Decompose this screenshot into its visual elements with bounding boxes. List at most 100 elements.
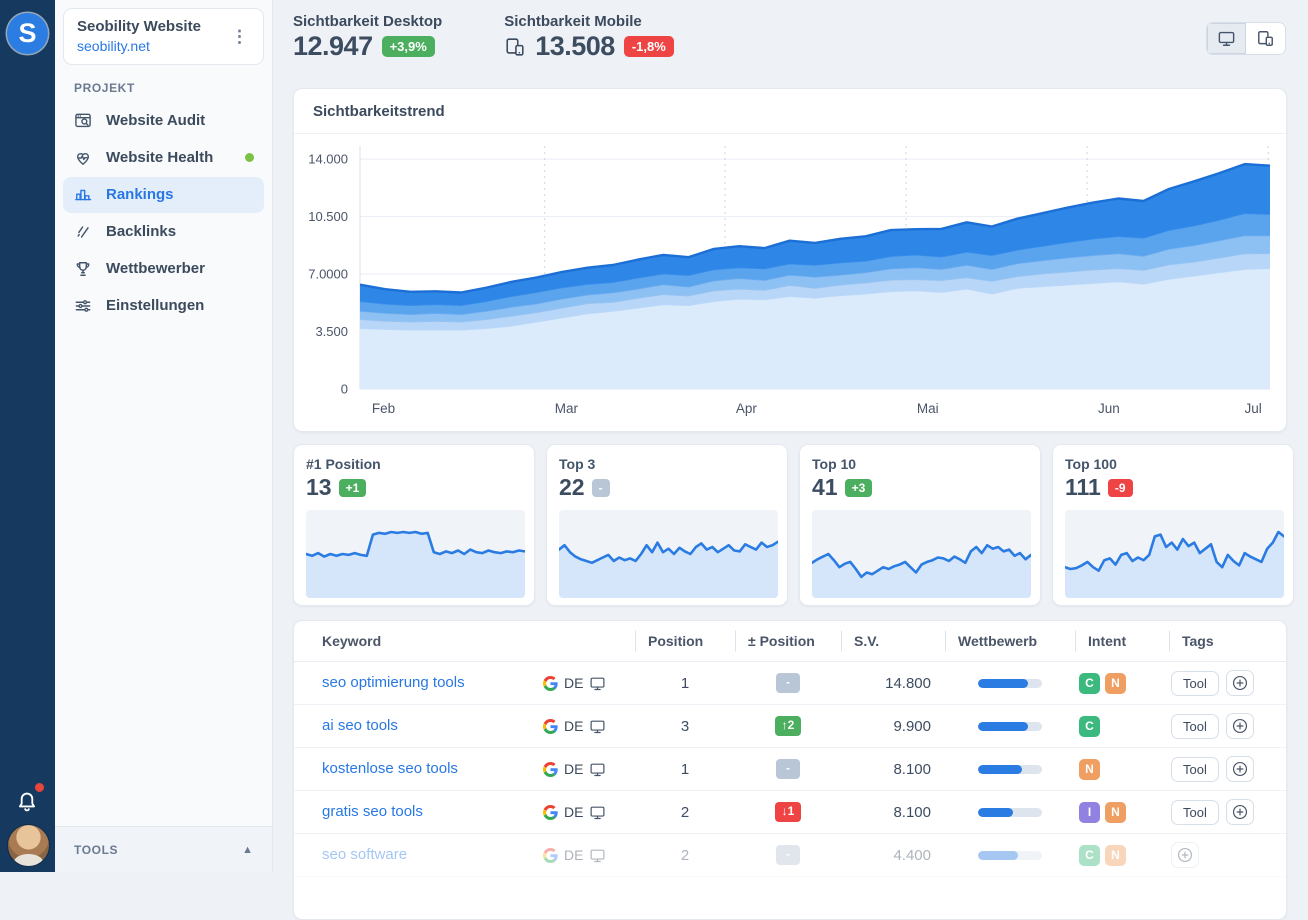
keyword-link[interactable]: kostenlose seo tools [322, 760, 458, 777]
plus-circle-icon [1232, 675, 1247, 691]
health-status-dot [245, 153, 254, 163]
keyword-link[interactable]: seo optimierung tools [322, 674, 465, 691]
position-change-badge: ↑2 [774, 716, 802, 736]
add-tag-button[interactable] [1225, 670, 1254, 696]
table-row[interactable]: kostenlose seo tools DE 1 - 8.100 N Tool [294, 748, 1286, 791]
keyword-link[interactable]: gratis seo tools [322, 803, 423, 820]
column-header-keyword[interactable]: Keyword [322, 633, 382, 649]
main-content: Sichtbarkeit Desktop 12.947 +3,9% Sichtb… [272, 0, 1308, 920]
desktop-monitor-icon [590, 806, 605, 819]
search-volume-value: 4.400 [893, 846, 931, 864]
intent-badges: C [1075, 715, 1169, 737]
search-volume-value: 8.100 [893, 760, 931, 778]
tag-button[interactable]: Tool [1171, 756, 1219, 782]
mobile-devices-icon [506, 37, 524, 56]
intent-badge-C: C [1079, 844, 1100, 866]
stat-value: 111 [1065, 474, 1101, 500]
notification-dot [35, 783, 44, 792]
intent-badge-N: N [1105, 672, 1126, 694]
ranking-stat-cards: #1 Position 13 +1 Top 3 22 - Top 10 41 +… [293, 444, 1294, 606]
svg-text:7.0000: 7.0000 [308, 267, 348, 282]
stat-value: 13 [306, 474, 332, 500]
add-tag-button[interactable] [1225, 756, 1254, 782]
tools-label: TOOLS [74, 842, 119, 857]
project-name: Seobility Website [77, 18, 201, 35]
sidebar-item-website-health[interactable]: Website Health [63, 140, 264, 176]
tag-button[interactable]: Tool [1171, 670, 1219, 696]
stat-change-badge: -9 [1107, 478, 1133, 497]
position-value: 1 [680, 674, 690, 692]
intent-badge-I: I [1079, 801, 1100, 823]
column-header-tags[interactable]: Tags [1169, 633, 1270, 649]
sidebar: Seobility Website seobility.net ⋮ PROJEK… [55, 0, 273, 872]
column-header-position-change[interactable]: ± Position [735, 633, 841, 649]
section-label-projekt: PROJEKT [74, 80, 135, 95]
sidebar-item-wettbewerber[interactable]: Wettbewerber [63, 251, 264, 287]
sidebar-item-einstellungen[interactable]: Einstellungen [63, 288, 264, 324]
column-header-competition[interactable]: Wettbewerb [945, 633, 1075, 649]
user-avatar[interactable] [7, 824, 50, 867]
stat-card-top100[interactable]: Top 100 111 -9 [1052, 444, 1294, 606]
stat-card-top3[interactable]: Top 3 22 - [546, 444, 788, 606]
column-header-search-volume[interactable]: S.V. [841, 633, 945, 649]
sparkline-chart [557, 510, 780, 598]
desktop-monitor-icon [590, 763, 605, 776]
sidebar-item-rankings[interactable]: Rankings [63, 176, 264, 213]
desktop-monitor-icon [590, 720, 605, 733]
sidebar-item-website-audit[interactable]: Website Audit [63, 103, 264, 139]
position-change-badge: ↓1 [774, 802, 802, 822]
website-audit-icon [75, 113, 91, 128]
intent-badge-C: C [1079, 715, 1100, 737]
visibility-header: Sichtbarkeit Desktop 12.947 +3,9% Sichtb… [272, 0, 1308, 62]
seobility-logo[interactable]: S [7, 13, 48, 54]
svg-text:Apr: Apr [736, 401, 758, 416]
stat-change-badge: +3 [844, 478, 873, 497]
toggle-desktop-button[interactable] [1207, 23, 1246, 54]
keyword-link[interactable]: seo software [322, 846, 408, 863]
position-change-badge: - [776, 673, 800, 693]
stat-label: Top 3 [559, 456, 596, 472]
plus-circle-icon [1232, 718, 1247, 734]
desktop-monitor-icon [590, 849, 605, 862]
stat-change-badge: - [591, 478, 610, 497]
desktop-monitor-icon [590, 677, 605, 690]
competition-bar [978, 721, 1042, 731]
trend-chart[interactable]: 14.000 10.500 7.0000 3.500 0 Feb Mar Apr Mai Jun J… [294, 134, 1286, 431]
sparkline-chart [1063, 510, 1286, 598]
tools-section-toggle[interactable]: TOOLS ▲ [55, 826, 272, 872]
visibility-trend-card: Sichtbarkeitstrend 14.000 10.500 7.0000 3.5… [293, 88, 1287, 432]
google-icon [543, 718, 558, 734]
stat-card-first-position[interactable]: #1 Position 13 +1 [293, 444, 535, 606]
desktop-monitor-icon [1218, 31, 1235, 46]
stat-card-top10[interactable]: Top 10 41 +3 [799, 444, 1041, 606]
add-tag-button[interactable] [1171, 842, 1199, 868]
tag-button[interactable]: Tool [1171, 713, 1219, 739]
intent-badge-C: C [1079, 672, 1100, 694]
trend-chart-svg: 14.000 10.500 7.0000 3.500 0 Feb Mar Apr Mai Jun J… [308, 146, 1271, 416]
svg-text:Jul: Jul [1245, 401, 1262, 416]
project-selector[interactable]: Seobility Website seobility.net ⋮ [63, 8, 264, 65]
sidebar-item-backlinks[interactable]: Backlinks [63, 214, 264, 250]
add-tag-button[interactable] [1225, 713, 1254, 739]
locale-label: DE [564, 675, 584, 691]
column-header-intent[interactable]: Intent [1075, 633, 1169, 649]
table-row[interactable]: ai seo tools DE 3 ↑2 9.900 C Tool [294, 705, 1286, 748]
plus-circle-icon [1232, 761, 1247, 777]
plus-circle-icon [1177, 847, 1193, 863]
settings-sliders-icon [75, 300, 91, 312]
position-value: 2 [680, 846, 690, 864]
notifications-button[interactable] [14, 783, 44, 814]
locale-label: DE [564, 804, 584, 820]
sidebar-item-label: Wettbewerber [106, 260, 205, 278]
tag-button[interactable]: Tool [1171, 799, 1219, 825]
metric-mobile: Sichtbarkeit Mobile 13.508 -1,8% [504, 13, 674, 62]
project-domain[interactable]: seobility.net [77, 37, 150, 54]
keyword-link[interactable]: ai seo tools [322, 717, 398, 734]
add-tag-button[interactable] [1225, 799, 1254, 825]
column-header-position[interactable]: Position [635, 633, 735, 649]
kebab-menu-icon[interactable]: ⋮ [231, 26, 248, 46]
toggle-mobile-button[interactable] [1246, 23, 1285, 54]
